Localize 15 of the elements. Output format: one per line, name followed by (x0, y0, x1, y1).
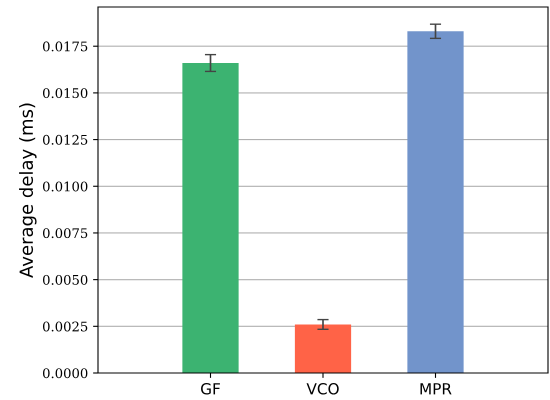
bar (407, 31, 464, 373)
y-tick-label: 0.0125 (42, 134, 88, 145)
y-tick-label: 0.0050 (42, 274, 88, 285)
y-tick-label: 0.0100 (42, 181, 88, 192)
y-tick-label: 0.0000 (42, 368, 88, 378)
y-tick-label: 0.0075 (42, 228, 88, 238)
x-tick-label: MPR (420, 383, 452, 394)
y-tick-label: 0.0150 (42, 88, 88, 98)
x-tick-label: VCO (306, 382, 339, 395)
bar (182, 63, 239, 373)
bar (294, 324, 352, 373)
y-axis-title: Average delay (ms) (19, 104, 37, 278)
x-tick-label: GF (201, 382, 220, 395)
y-tick-label: 0.0025 (42, 322, 88, 332)
y-tick-label: 0.0175 (42, 41, 88, 52)
